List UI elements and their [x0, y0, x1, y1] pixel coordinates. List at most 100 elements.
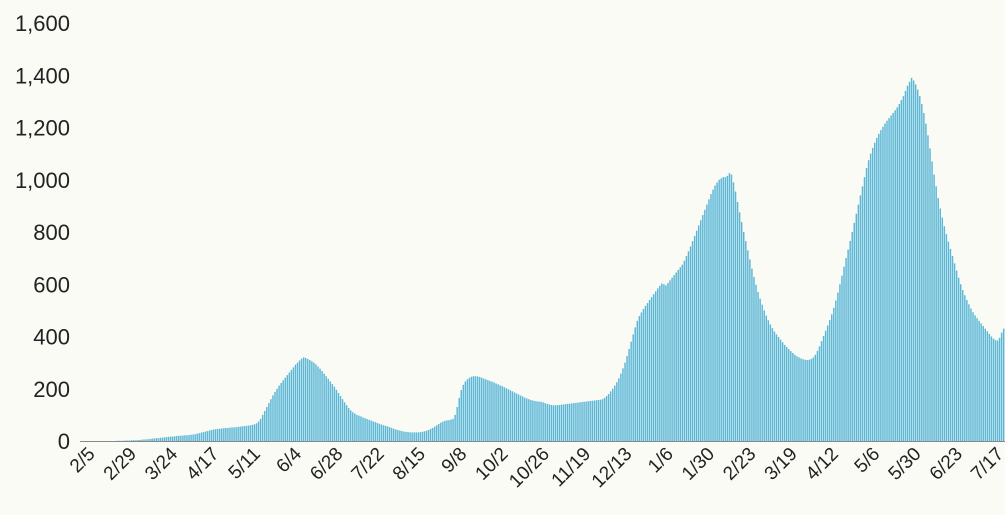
- bar: [481, 378, 482, 441]
- bar: [935, 186, 936, 441]
- bar: [319, 369, 320, 441]
- bar: [899, 104, 900, 441]
- bar: [477, 376, 478, 441]
- bar: [667, 283, 668, 441]
- bar: [264, 411, 265, 441]
- bar: [190, 435, 191, 441]
- bar: [854, 223, 855, 441]
- x-tick-label: 3/19: [761, 444, 802, 485]
- bar: [512, 391, 513, 441]
- bar: [385, 426, 386, 441]
- bar: [164, 437, 165, 441]
- bar: [923, 113, 924, 441]
- bar: [147, 439, 148, 441]
- bar: [555, 405, 556, 441]
- bar: [270, 399, 271, 441]
- bar: [704, 210, 705, 441]
- bar: [628, 349, 629, 441]
- bar: [256, 423, 257, 441]
- bar: [422, 432, 423, 441]
- bar: [649, 300, 650, 441]
- bar: [248, 426, 249, 441]
- bar: [739, 212, 740, 441]
- bar: [282, 380, 283, 441]
- bar: [669, 280, 670, 441]
- bar: [399, 431, 400, 441]
- bar: [665, 285, 666, 441]
- bar: [508, 389, 509, 441]
- bar: [759, 299, 760, 441]
- bar: [585, 402, 586, 441]
- bar: [620, 374, 621, 441]
- bar: [956, 271, 957, 441]
- bar: [356, 415, 357, 441]
- bar: [696, 231, 697, 441]
- bar: [336, 390, 337, 441]
- bar: [817, 351, 818, 441]
- bar: [383, 425, 384, 441]
- bar: [606, 396, 607, 441]
- bar: [239, 427, 240, 441]
- x-tick-label: 2/5: [66, 444, 100, 478]
- bar: [233, 427, 234, 441]
- bar: [211, 430, 212, 441]
- bar: [829, 320, 830, 441]
- bar: [561, 405, 562, 441]
- bar: [655, 291, 656, 441]
- bar: [888, 118, 889, 441]
- bar: [596, 400, 597, 441]
- x-tick-label: 1/6: [644, 444, 678, 478]
- bar: [194, 434, 195, 441]
- bar: [145, 439, 146, 441]
- bar: [876, 138, 877, 441]
- bar: [432, 428, 433, 441]
- bar: [397, 430, 398, 441]
- bar: [364, 418, 365, 441]
- bar: [471, 377, 472, 441]
- bar: [497, 384, 498, 441]
- bar: [547, 404, 548, 441]
- bar: [334, 387, 335, 441]
- bar: [813, 357, 814, 441]
- bar: [866, 168, 867, 441]
- bar: [188, 435, 189, 441]
- bar: [446, 420, 447, 441]
- bar: [487, 380, 488, 441]
- bar: [416, 432, 417, 441]
- bar: [137, 440, 138, 441]
- bar: [587, 401, 588, 441]
- bar: [395, 430, 396, 442]
- bar: [913, 80, 914, 441]
- bar: [917, 90, 918, 441]
- bar: [201, 433, 202, 441]
- bar: [524, 398, 525, 441]
- bar: [630, 342, 631, 441]
- bar: [948, 242, 949, 441]
- bar: [825, 331, 826, 441]
- bar: [217, 429, 218, 441]
- bar: [176, 436, 177, 441]
- bar: [811, 359, 812, 441]
- bar: [579, 402, 580, 441]
- bar: [504, 387, 505, 441]
- bar: [272, 395, 273, 441]
- bar: [892, 113, 893, 441]
- bar: [903, 96, 904, 441]
- bar: [886, 121, 887, 441]
- bar: [575, 403, 576, 441]
- bar: [434, 427, 435, 441]
- bar: [592, 401, 593, 441]
- bar: [804, 360, 805, 441]
- bar: [442, 422, 443, 441]
- bar: [991, 337, 992, 442]
- bar: [933, 175, 934, 441]
- x-tick-label: 11/19: [548, 444, 595, 491]
- bar: [925, 124, 926, 441]
- bar: [299, 361, 300, 441]
- bar: [467, 379, 468, 441]
- bar: [688, 251, 689, 441]
- bar: [780, 340, 781, 441]
- bar: [972, 312, 973, 441]
- bar: [753, 277, 754, 441]
- bar: [792, 353, 793, 441]
